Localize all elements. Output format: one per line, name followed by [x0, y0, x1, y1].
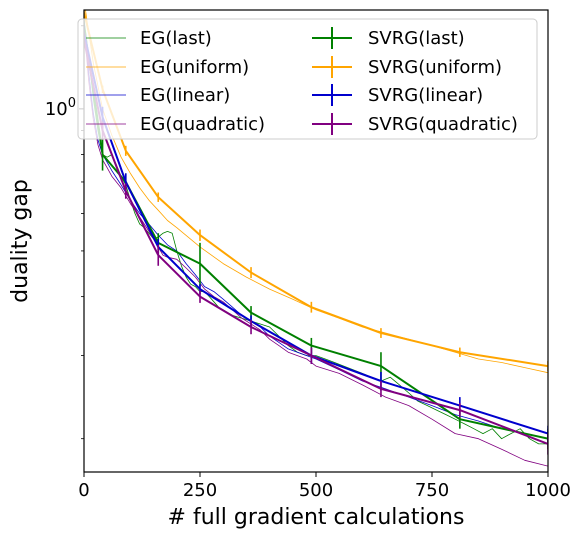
legend-label: EG(last) [140, 28, 212, 49]
legend-label: SVRG(quadratic) [368, 114, 518, 135]
legend-label: EG(quadratic) [140, 114, 265, 135]
legend-item-svrg-linear: SVRG(linear) [312, 84, 483, 106]
series-line [84, 19, 548, 445]
y-axis: 100 [45, 25, 84, 440]
legend-label: EG(linear) [140, 85, 230, 106]
legend-item-eg-last: EG(last) [86, 28, 212, 49]
legend-frame [77, 18, 538, 140]
y-tick-label: 100 [45, 96, 76, 120]
series-line [84, 32, 548, 435]
legend-item-svrg-quadratic: SVRG(quadratic) [312, 113, 518, 135]
x-axis-label: # full gradient calculations [168, 505, 465, 530]
x-tick-label: 750 [415, 480, 449, 501]
x-axis: 0 250 500 750 1000 [78, 472, 571, 501]
legend-item-eg-uniform: EG(uniform) [86, 57, 249, 78]
x-tick-label: 1000 [525, 480, 571, 501]
series-line [84, 39, 548, 445]
legend-item-eg-quadratic: EG(quadratic) [86, 114, 265, 135]
legend-label: SVRG(linear) [368, 85, 483, 106]
legend-item-eg-linear: EG(linear) [86, 85, 230, 106]
legend-label: SVRG(last) [368, 28, 465, 49]
series-svrg-quadratic [84, 32, 548, 455]
y-tick-exponent: 0 [68, 96, 76, 111]
legend-item-svrg-uniform: SVRG(uniform) [312, 56, 502, 78]
x-tick-label: 250 [183, 480, 217, 501]
legend-label: SVRG(uniform) [368, 57, 502, 78]
legend: EG(last) EG(uniform) EG(linear) EG(quadrati… [77, 18, 538, 140]
x-tick-label: 500 [299, 480, 333, 501]
legend-label: EG(uniform) [140, 57, 249, 78]
y-axis-label: duality gap [8, 179, 33, 303]
legend-item-svrg-last: SVRG(last) [312, 27, 465, 49]
series-eg-last [84, 19, 548, 445]
x-tick-label: 0 [78, 480, 89, 501]
